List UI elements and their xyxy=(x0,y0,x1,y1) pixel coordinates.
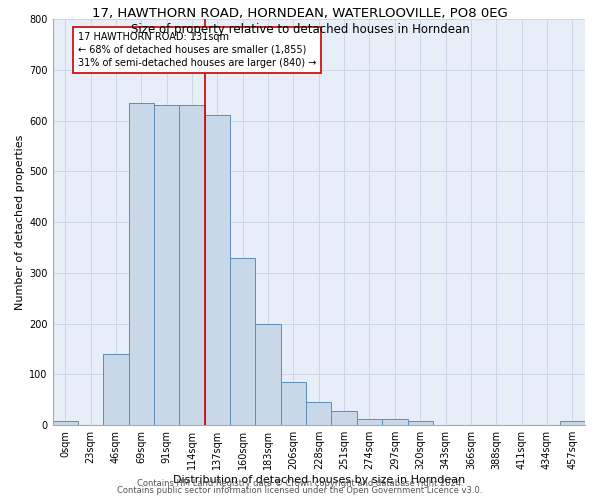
Bar xyxy=(357,419,382,425)
Bar xyxy=(306,402,331,425)
Bar xyxy=(179,106,205,425)
Bar xyxy=(331,411,357,425)
Text: Contains HM Land Registry data © Crown copyright and database right 2024.: Contains HM Land Registry data © Crown c… xyxy=(137,478,463,488)
Bar xyxy=(230,258,256,425)
X-axis label: Distribution of detached houses by size in Horndean: Distribution of detached houses by size … xyxy=(173,475,465,485)
Text: Size of property relative to detached houses in Horndean: Size of property relative to detached ho… xyxy=(131,22,469,36)
Bar xyxy=(205,116,230,425)
Bar xyxy=(103,354,128,425)
Bar xyxy=(560,421,585,425)
Bar xyxy=(281,382,306,425)
Bar xyxy=(53,421,78,425)
Bar xyxy=(382,419,407,425)
Bar xyxy=(154,106,179,425)
Y-axis label: Number of detached properties: Number of detached properties xyxy=(15,134,25,310)
Bar xyxy=(256,324,281,425)
Bar xyxy=(128,103,154,425)
Text: 17, HAWTHORN ROAD, HORNDEAN, WATERLOOVILLE, PO8 0EG: 17, HAWTHORN ROAD, HORNDEAN, WATERLOOVIL… xyxy=(92,8,508,20)
Text: Contains public sector information licensed under the Open Government Licence v3: Contains public sector information licen… xyxy=(118,486,482,495)
Bar xyxy=(407,421,433,425)
Text: 17 HAWTHORN ROAD: 131sqm
← 68% of detached houses are smaller (1,855)
31% of sem: 17 HAWTHORN ROAD: 131sqm ← 68% of detach… xyxy=(78,32,316,68)
